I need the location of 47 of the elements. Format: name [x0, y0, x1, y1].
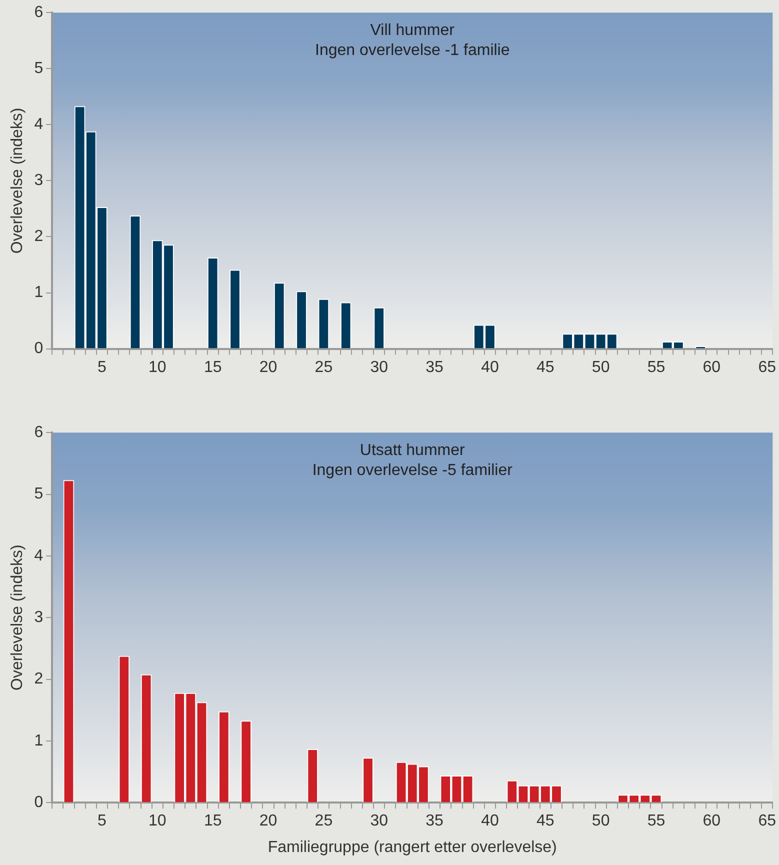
y-tick-label: 4 [34, 116, 44, 134]
text: Vill hummer [370, 22, 456, 40]
x-tick-label: 45 [536, 358, 554, 376]
x-tick-label: 45 [536, 812, 554, 830]
x-tick-label: 15 [204, 812, 222, 830]
text: Utsatt hummer [360, 442, 466, 460]
y-tick-label: 1 [34, 732, 44, 750]
y-axis-title: Overlevelse (indeks) [9, 544, 26, 691]
x-tick-label: 30 [370, 812, 388, 830]
x-tick-label: 50 [592, 358, 610, 376]
text: Ingen overlevelse -1 familie [314, 42, 510, 60]
y-tick-label: 5 [34, 60, 44, 78]
y-tick-label: 6 [34, 424, 44, 442]
text: Ingen overlevelse -5 familier [312, 462, 514, 480]
x-tick-label: 60 [702, 358, 721, 376]
x-tick-label: 30 [370, 358, 388, 376]
x-tick-label: 25 [314, 358, 333, 376]
y-tick-label: 4 [34, 547, 44, 564]
y-tick-label: 2 [34, 228, 44, 246]
x-tick-label: 10 [148, 812, 166, 830]
x-axis-title: Familiegruppe (rangert etter overlevelse) [268, 838, 557, 856]
y-tick-label: 2 [34, 670, 44, 688]
x-tick-label: 15 [204, 358, 222, 376]
y-tick-label: 1 [34, 284, 44, 302]
x-tick-label: 5 [98, 358, 107, 376]
x-tick-label: 25 [314, 812, 333, 830]
y-tick-label: 5 [34, 486, 44, 503]
y-axis-title: Overlevelse (indeks) [9, 108, 26, 254]
x-tick-label: 50 [592, 812, 610, 830]
y-tick-label: 6 [34, 4, 44, 22]
x-tick-label: 35 [426, 812, 444, 830]
y-tick-label: 3 [34, 172, 44, 190]
x-tick-label: 65 [758, 812, 776, 830]
x-tick-label: 40 [481, 812, 499, 830]
x-tick-label: 5 [98, 812, 107, 830]
x-tick-label: 60 [702, 812, 721, 830]
x-tick-label: 20 [259, 358, 278, 376]
y-tick-label: 0 [34, 340, 44, 358]
y-tick-label: 0 [34, 794, 44, 812]
x-tick-label: 65 [758, 358, 776, 376]
x-tick-label: 55 [647, 358, 666, 376]
x-tick-label: 55 [647, 812, 666, 830]
y-tick-label: 3 [34, 609, 44, 626]
x-tick-label: 10 [148, 358, 166, 376]
x-tick-label: 35 [426, 358, 444, 376]
x-tick-label: 20 [259, 812, 278, 830]
x-tick-label: 40 [481, 358, 499, 376]
